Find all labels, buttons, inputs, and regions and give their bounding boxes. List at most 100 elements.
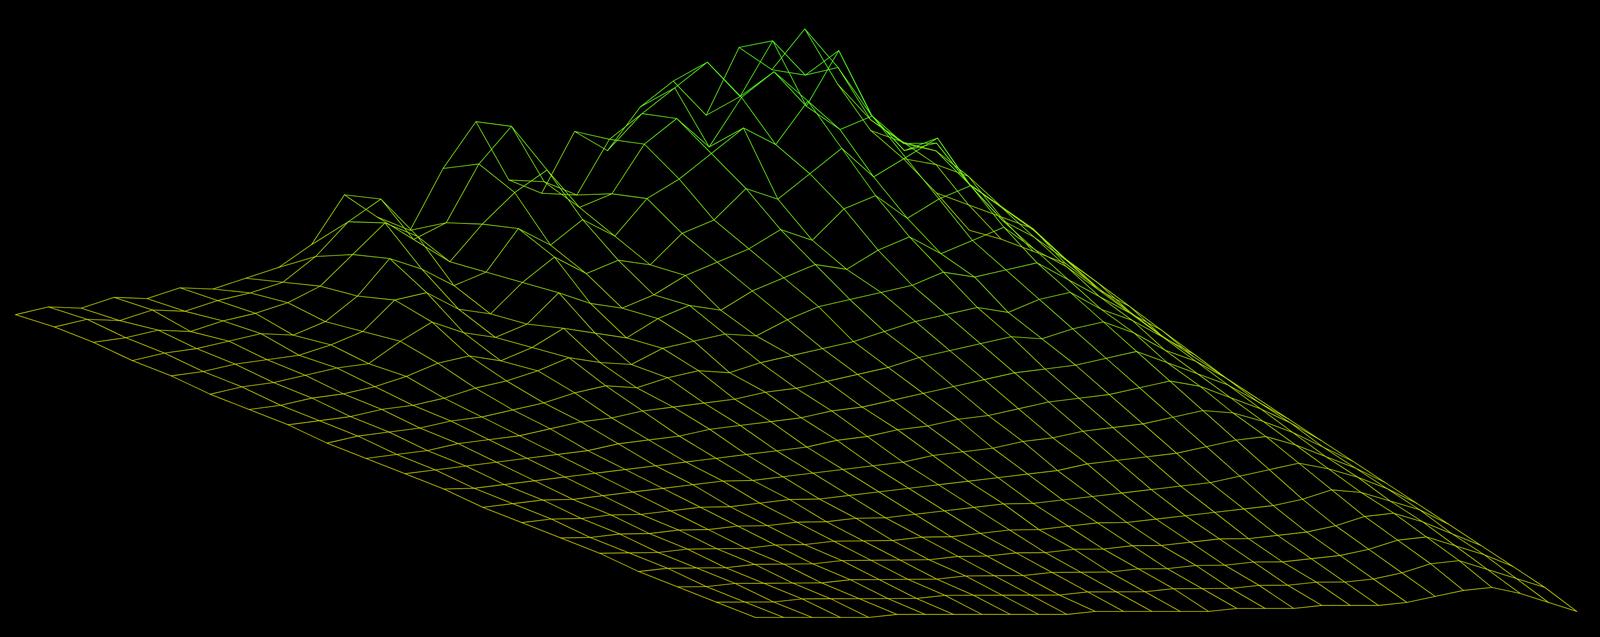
- wire-segment: [1092, 496, 1127, 523]
- wire-segment: [957, 556, 995, 577]
- wire-segment: [611, 418, 649, 441]
- wire-segment: [469, 355, 501, 361]
- wire-segment: [512, 503, 552, 520]
- wire-segment: [968, 477, 998, 482]
- wire-segment: [312, 394, 344, 399]
- wire-segment: [1068, 279, 1102, 310]
- wire-segment: [488, 439, 527, 459]
- wire-segment: [648, 436, 680, 441]
- wire-segment: [1109, 572, 1145, 592]
- wire-segment: [508, 180, 545, 183]
- wire-segment: [86, 319, 120, 321]
- wire-segment: [1087, 464, 1122, 494]
- wire-segment: [1032, 500, 1063, 504]
- wire-segment: [1259, 585, 1288, 587]
- wire-segment: [612, 193, 648, 199]
- wire-segment: [1113, 427, 1147, 457]
- wire-segment: [644, 118, 677, 145]
- wire-segment: [557, 450, 588, 455]
- wire-segment: [791, 348, 823, 356]
- wire-segment: [909, 237, 942, 254]
- wire-segment: [599, 553, 639, 572]
- wire-segment: [1277, 531, 1307, 536]
- wire-segment: [776, 450, 814, 474]
- wire-segment: [210, 386, 243, 395]
- wire-segment: [607, 106, 641, 151]
- wire-segment: [474, 484, 505, 489]
- wire-segment: [511, 126, 547, 171]
- wire-segment: [804, 541, 834, 545]
- wire-segment: [1352, 461, 1385, 483]
- wire-segment: [1344, 582, 1379, 606]
- wire-segment: [1136, 351, 1170, 381]
- wire-segment: [1001, 239, 1033, 252]
- wire-segment: [796, 521, 827, 523]
- wire-segment: [1098, 289, 1131, 314]
- wire-segment: [916, 595, 946, 599]
- wire-segment: [642, 87, 675, 114]
- wire-segment: [951, 533, 981, 537]
- wire-segment: [818, 299, 851, 307]
- wire-segment: [812, 469, 843, 474]
- wire-segment: [1273, 499, 1303, 506]
- wire-segment: [777, 173, 810, 200]
- wire-segment: [1010, 614, 1039, 616]
- wire-segment: [977, 307, 1012, 337]
- wire-segment: [1407, 596, 1436, 603]
- wire-segment: [330, 344, 369, 364]
- wire-segment: [550, 219, 583, 246]
- wire-segment: [1057, 470, 1093, 497]
- wire-segment: [682, 233, 718, 263]
- wire-segment: [1402, 563, 1431, 573]
- wire-segment: [632, 488, 664, 492]
- wire-segment: [1520, 593, 1549, 603]
- wire-segment: [374, 386, 414, 406]
- wire-segment: [1322, 446, 1353, 462]
- wire-segment: [908, 484, 939, 489]
- wire-segment: [716, 548, 755, 565]
- wire-segment: [1235, 440, 1270, 470]
- wire-segment: [1430, 560, 1460, 564]
- wire-segment: [892, 540, 929, 560]
- wire-segment: [1176, 453, 1211, 483]
- wire-segment: [352, 254, 390, 259]
- wire-segment: [1219, 538, 1254, 563]
- wire-segment: [759, 499, 790, 504]
- wire-segment: [405, 473, 445, 490]
- wire-segment: [968, 481, 1004, 505]
- wire-segment: [642, 113, 677, 119]
- wire-segment: [640, 81, 674, 107]
- wire-segment: [1121, 493, 1157, 520]
- wire-segment: [628, 551, 659, 554]
- wire-segment: [841, 148, 874, 178]
- wire-segment: [389, 432, 428, 451]
- wire-segment: [1016, 552, 1053, 573]
- wire-segment: [558, 292, 596, 334]
- wire-segment: [374, 376, 407, 387]
- wire-segment: [1173, 417, 1207, 447]
- wire-segment: [249, 405, 281, 410]
- wire-segment: [640, 511, 671, 515]
- wire-segment: [288, 302, 326, 322]
- wire-segment: [273, 382, 313, 399]
- wire-segment: [1039, 299, 1073, 330]
- wire-segment: [698, 370, 730, 373]
- wire-segment: [957, 556, 988, 557]
- wire-segment: [1032, 228, 1066, 259]
- wire-segment: [1022, 441, 1058, 471]
- wire-segment: [1074, 549, 1110, 573]
- wire-segment: [1033, 230, 1066, 261]
- wire-segment: [534, 476, 565, 481]
- wire-segment: [1074, 548, 1104, 550]
- wire-segment: [1258, 402, 1292, 424]
- wire-segment: [1167, 565, 1196, 569]
- wire-segment: [1062, 496, 1093, 501]
- wire-segment: [389, 258, 422, 269]
- wire-segment: [658, 305, 690, 319]
- wire-segment: [550, 428, 588, 451]
- wire-segment: [1384, 482, 1417, 504]
- wire-segment: [822, 341, 854, 350]
- wire-segment: [1203, 410, 1234, 413]
- wire-segment: [512, 403, 544, 411]
- wire-segment: [872, 465, 909, 489]
